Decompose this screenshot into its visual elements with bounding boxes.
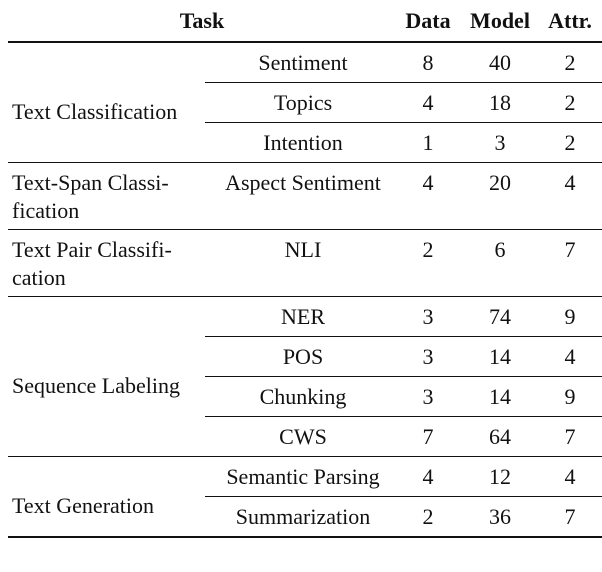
cell-number: 14 bbox=[489, 344, 511, 369]
subtask: NLI bbox=[284, 237, 322, 262]
cell-number: 18 bbox=[489, 90, 511, 115]
cell-number: 7 bbox=[564, 424, 576, 449]
cell-number: 40 bbox=[489, 50, 511, 75]
rule bbox=[8, 296, 602, 297]
rule bbox=[205, 376, 602, 377]
cell-number: 3 bbox=[422, 344, 434, 369]
task-group: Sequence Labeling bbox=[12, 373, 180, 398]
cell-number: 64 bbox=[489, 424, 511, 449]
rule bbox=[205, 82, 602, 83]
cell-number: 9 bbox=[564, 304, 576, 329]
cell-number: 8 bbox=[422, 50, 434, 75]
cell-number: 12 bbox=[489, 464, 511, 489]
cell-number: 3 bbox=[422, 304, 434, 329]
cell-number: 4 bbox=[422, 464, 434, 489]
cell-number: 3 bbox=[494, 130, 506, 155]
rule bbox=[8, 229, 602, 230]
cell-number: 4 bbox=[564, 464, 576, 489]
cell-number: 14 bbox=[489, 384, 511, 409]
subtask: Topics bbox=[273, 90, 333, 115]
subtask: NER bbox=[281, 304, 325, 329]
cell-number: 2 bbox=[422, 237, 434, 262]
cell-number: 4 bbox=[564, 344, 576, 369]
rule bbox=[205, 336, 602, 337]
cell-number: 6 bbox=[494, 237, 506, 262]
cell-number: 74 bbox=[489, 304, 511, 329]
subtask: Summarization bbox=[235, 504, 371, 529]
subtask: Chunking bbox=[259, 384, 347, 409]
task-group: Text Pair Classifi- bbox=[12, 237, 172, 262]
cell-number: 7 bbox=[564, 237, 576, 262]
cell-number: 2 bbox=[422, 504, 434, 529]
rule bbox=[205, 122, 602, 123]
task-group: cation bbox=[12, 265, 66, 290]
cell-number: 20 bbox=[489, 170, 511, 195]
cell-number: 3 bbox=[422, 384, 434, 409]
cell-number: 7 bbox=[422, 424, 434, 449]
rule bbox=[8, 536, 602, 538]
rule bbox=[205, 416, 602, 417]
cell-number: 9 bbox=[564, 384, 576, 409]
header-data: Data bbox=[405, 8, 451, 33]
cell-number: 4 bbox=[422, 170, 434, 195]
header-model: Model bbox=[470, 8, 530, 33]
rule bbox=[8, 41, 602, 43]
cell-number: 2 bbox=[564, 90, 576, 115]
subtask: Intention bbox=[263, 130, 343, 155]
task-group: fication bbox=[12, 198, 80, 223]
rule bbox=[8, 456, 602, 457]
cell-number: 4 bbox=[564, 170, 576, 195]
cell-number: 2 bbox=[564, 130, 576, 155]
subtask: POS bbox=[282, 344, 324, 369]
subtask: Sentiment bbox=[258, 50, 348, 75]
cell-number: 1 bbox=[422, 130, 434, 155]
subtask: CWS bbox=[279, 424, 327, 449]
header-task: Task bbox=[179, 8, 225, 33]
rule bbox=[8, 162, 602, 163]
cell-number: 36 bbox=[489, 504, 511, 529]
cell-number: 4 bbox=[422, 90, 434, 115]
cell-number: 2 bbox=[564, 50, 576, 75]
rule bbox=[205, 496, 602, 497]
task-group: Text Classification bbox=[12, 99, 178, 124]
subtask: Aspect Sentiment bbox=[225, 170, 381, 195]
cell-number: 7 bbox=[564, 504, 576, 529]
header-attr: Attr. bbox=[548, 8, 592, 33]
task-group: Text Generation bbox=[12, 493, 155, 518]
task-group: Text-Span Classi- bbox=[12, 170, 169, 195]
subtask: Semantic Parsing bbox=[226, 464, 380, 489]
